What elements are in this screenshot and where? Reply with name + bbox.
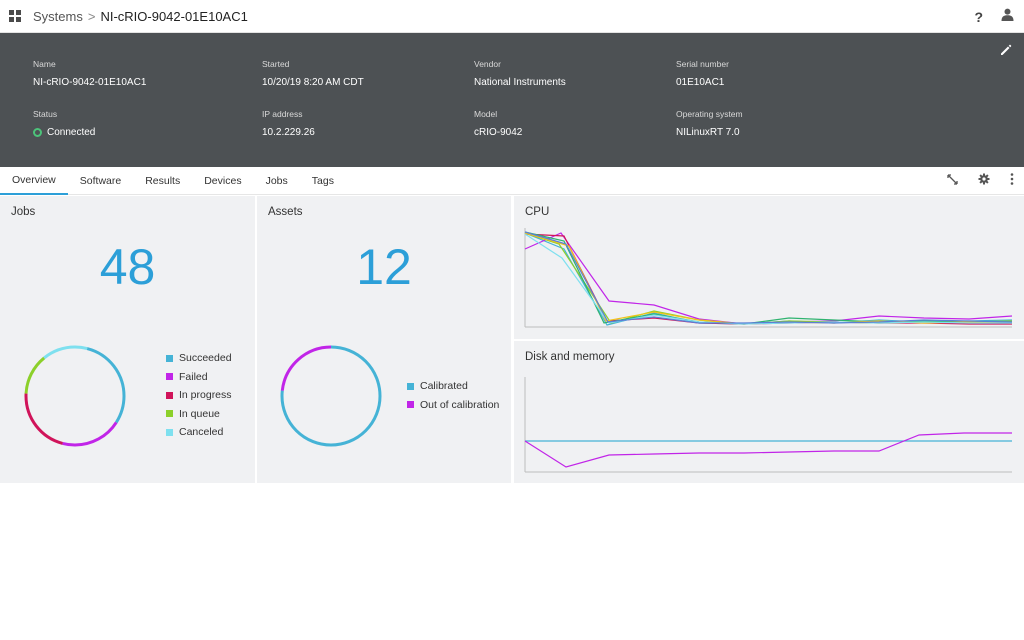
- serial-label: Serial number: [676, 59, 729, 69]
- assets-title: Assets: [268, 206, 303, 218]
- started-field: Started 10/20/19 8:20 AM CDT: [262, 59, 364, 88]
- legend-swatch: [166, 373, 173, 381]
- vendor-field: Vendor National Instruments: [474, 59, 566, 88]
- tab-software[interactable]: Software: [79, 174, 122, 187]
- serial-field: Serial number 01E10AC1: [676, 59, 729, 88]
- legend-label: In queue: [179, 407, 220, 420]
- legend-item-succeeded: Succeeded: [166, 349, 232, 368]
- tab-devices[interactable]: Devices: [204, 174, 242, 187]
- assets-card: Assets 12 Calibrated Out of calibration: [257, 196, 511, 483]
- legend-item-canceled: Canceled: [166, 423, 232, 442]
- jobs-donut: [24, 345, 126, 447]
- jobs-title: Jobs: [11, 206, 36, 218]
- cpu-series-line: [524, 231, 1012, 325]
- status-label: Status: [33, 109, 58, 119]
- legend-swatch: [407, 382, 414, 390]
- breadcrumb-systems-link[interactable]: Systems: [33, 8, 83, 24]
- started-value: 10/20/19 8:20 AM CDT: [262, 77, 364, 88]
- assets-donut-out-of-calibration: [280, 345, 382, 447]
- more-options-icon[interactable]: [1010, 172, 1014, 190]
- model-field: Model cRIO-9042: [474, 109, 522, 138]
- vendor-value: National Instruments: [474, 77, 566, 88]
- legend-item-failed: Failed: [166, 368, 232, 387]
- jobs-legend: Succeeded Failed In progress In queue Ca…: [166, 349, 232, 442]
- legend-label: Calibrated: [420, 380, 468, 393]
- cpu-series-line: [524, 233, 1012, 325]
- name-value: NI-cRIO-9042-01E10AC1: [33, 77, 147, 88]
- legend-swatch: [166, 428, 173, 436]
- system-details-panel: Name NI-cRIO-9042-01E10AC1 Started 10/20…: [0, 33, 1024, 167]
- status-text: Connected: [47, 127, 96, 138]
- edit-pencil-icon[interactable]: [1000, 43, 1012, 61]
- disk-memory-title: Disk and memory: [525, 351, 615, 363]
- breadcrumb-separator: >: [87, 8, 96, 24]
- legend-swatch: [407, 401, 414, 409]
- tab-bar: Overview Software Results Devices Jobs T…: [0, 167, 1024, 195]
- jobs-donut-canceled: [24, 345, 126, 447]
- connected-status-icon: [33, 128, 42, 137]
- assets-count: 12: [356, 239, 412, 295]
- tab-overview[interactable]: Overview: [0, 167, 68, 195]
- tab-results[interactable]: Results: [145, 174, 181, 187]
- expand-icon[interactable]: [947, 172, 958, 190]
- cpu-line-chart: [524, 228, 1013, 328]
- legend-label: Succeeded: [179, 352, 232, 365]
- ip-label: IP address: [262, 109, 303, 119]
- jobs-card: Jobs 48 Succeeded Failed In progress In …: [0, 196, 255, 483]
- page-title: NI-cRIO-9042-01E10AC1: [100, 8, 248, 24]
- ip-field: IP address 10.2.229.26: [262, 109, 315, 138]
- jobs-count: 48: [99, 239, 156, 295]
- name-label: Name: [33, 59, 56, 69]
- disk-memory-card: Disk and memory: [514, 341, 1024, 483]
- breadcrumb: Systems > NI-cRIO-9042-01E10AC1: [33, 9, 248, 24]
- help-icon[interactable]: ?: [974, 8, 983, 25]
- tab-tags[interactable]: Tags: [311, 174, 334, 187]
- gear-icon[interactable]: [978, 172, 990, 190]
- legend-swatch: [166, 410, 173, 418]
- legend-swatch: [166, 354, 173, 362]
- legend-swatch: [166, 391, 173, 399]
- status-field: Status Connected: [33, 109, 95, 138]
- disk-memory-line-chart: [524, 377, 1012, 473]
- model-value: cRIO-9042: [474, 127, 523, 138]
- legend-label: Out of calibration: [420, 398, 500, 411]
- assets-donut: [280, 345, 382, 447]
- user-icon[interactable]: [1001, 8, 1014, 26]
- os-value: NILinuxRT 7.0: [676, 127, 740, 138]
- tab-jobs[interactable]: Jobs: [265, 174, 288, 187]
- os-label: Operating system: [676, 109, 743, 119]
- legend-item-in-progress: In progress: [166, 386, 232, 405]
- legend-label: Failed: [179, 370, 208, 383]
- apps-grid-icon[interactable]: [9, 10, 21, 22]
- ip-value: 10.2.229.26: [262, 127, 315, 138]
- status-value: Connected: [33, 127, 95, 138]
- legend-label: In progress: [179, 389, 232, 402]
- name-field: Name NI-cRIO-9042-01E10AC1: [33, 59, 146, 88]
- memory-series-line: [524, 432, 1012, 468]
- assets-legend: Calibrated Out of calibration: [407, 377, 499, 414]
- cpu-card: CPU: [514, 196, 1024, 339]
- legend-item-in-queue: In queue: [166, 405, 232, 424]
- cpu-title: CPU: [525, 206, 550, 218]
- jobs-donut-failed: [24, 345, 126, 447]
- legend-item-calibrated: Calibrated: [407, 377, 499, 396]
- top-bar: Systems > NI-cRIO-9042-01E10AC1 ?: [0, 0, 1024, 33]
- jobs-donut-in-progress: [24, 345, 126, 447]
- legend-item-out-of-calibration: Out of calibration: [407, 396, 499, 415]
- serial-value: 01E10AC1: [676, 77, 725, 88]
- os-field: Operating system NILinuxRT 7.0: [676, 109, 743, 138]
- jobs-donut-succeeded: [24, 345, 126, 447]
- legend-label: Canceled: [179, 426, 224, 439]
- model-label: Model: [474, 109, 498, 119]
- cpu-series-line: [524, 231, 1013, 324]
- started-label: Started: [262, 59, 290, 69]
- vendor-label: Vendor: [474, 59, 501, 69]
